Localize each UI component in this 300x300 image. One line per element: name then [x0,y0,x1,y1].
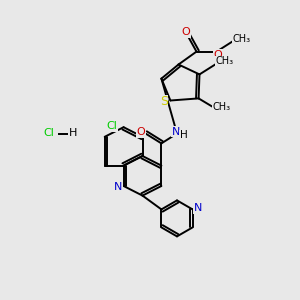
Text: N: N [172,127,180,137]
Text: CH₃: CH₃ [216,56,234,66]
Text: N: N [194,203,202,213]
Text: H: H [69,128,77,139]
Text: O: O [181,27,190,38]
Text: N: N [114,182,122,192]
Text: H: H [180,130,188,140]
Text: Cl: Cl [107,121,118,131]
Text: O: O [213,50,222,60]
Text: CH₃: CH₃ [213,102,231,112]
Text: CH₃: CH₃ [232,34,250,44]
Text: O: O [136,127,145,137]
Text: Cl: Cl [44,128,54,139]
Text: S: S [160,95,168,108]
